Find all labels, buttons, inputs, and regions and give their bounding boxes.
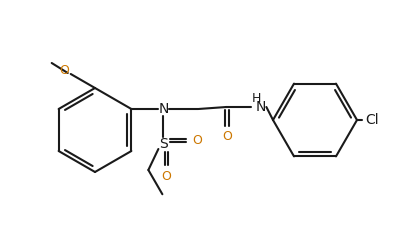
Text: S: S [159,137,168,151]
Text: H: H [252,92,261,104]
Text: Cl: Cl [365,113,379,127]
Text: N: N [158,102,169,116]
Text: O: O [193,135,202,148]
Text: O: O [59,65,69,77]
Text: N: N [255,100,265,114]
Text: O: O [162,171,171,184]
Text: O: O [222,130,232,142]
